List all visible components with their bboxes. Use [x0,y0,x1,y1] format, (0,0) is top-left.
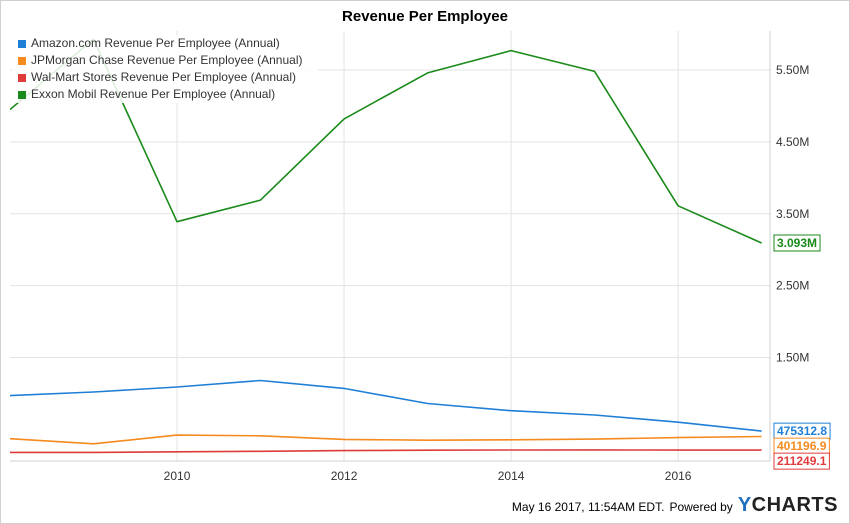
x-tick-label: 2014 [498,469,525,483]
series-end-label: 401196.9 [777,439,827,453]
chart-legend: Amazon.com Revenue Per Employee (Annual)… [12,35,318,103]
legend-label: Amazon.com Revenue Per Employee (Annual) [31,36,280,50]
series-line [10,449,762,454]
series-end-label-box [773,234,821,252]
ycharts-logo[interactable]: YCHARTS [738,494,838,517]
legend-item[interactable]: JPMorgan Chase Revenue Per Employee (Ann… [12,52,318,69]
legend-item[interactable]: Exxon Mobil Revenue Per Employee (Annual… [12,86,318,103]
y-tick-label: 1.50M [776,351,809,365]
x-tick-label: 2010 [164,469,191,483]
series-line [10,379,762,432]
footer-powered-by: Powered by [669,500,733,514]
legend-label: Wal-Mart Stores Revenue Per Employee (An… [31,70,296,84]
legend-swatch [18,90,26,99]
legend-label: JPMorgan Chase Revenue Per Employee (Ann… [31,53,303,67]
legend-swatch [18,39,26,48]
chart-title: Revenue Per Employee [342,8,508,25]
series-line [10,38,762,244]
chart-footer: May 16 2017, 11:54AM EDT. Powered by YCH… [512,494,838,517]
y-tick-label: 5.50M [776,63,809,77]
series-end-label: 475312.8 [777,424,827,438]
footer-date: May 16 2017, 11:54AM EDT. [511,500,665,514]
series-end-label: 211249.1 [777,454,827,468]
legend-label: Exxon Mobil Revenue Per Employee (Annual… [31,87,276,101]
series-end-label: 3.093M [777,236,817,250]
legend-swatch [18,56,26,65]
x-tick-label: 2016 [665,469,692,483]
ycharts-logo-text: CHARTS [751,494,838,516]
legend-swatch [18,73,26,82]
series-end-label-box [773,452,830,470]
x-tick-label: 2012 [331,469,358,483]
legend-item[interactable]: Wal-Mart Stores Revenue Per Employee (An… [12,69,318,86]
series-line [10,434,762,445]
ycharts-logo-y: Y [737,494,752,516]
y-tick-label: 3.50M [776,207,809,221]
series-group [10,38,762,454]
y-tick-label: 2.50M [776,279,809,293]
y-tick-label: 4.50M [776,135,809,149]
legend-item[interactable]: Amazon.com Revenue Per Employee (Annual) [12,35,318,52]
